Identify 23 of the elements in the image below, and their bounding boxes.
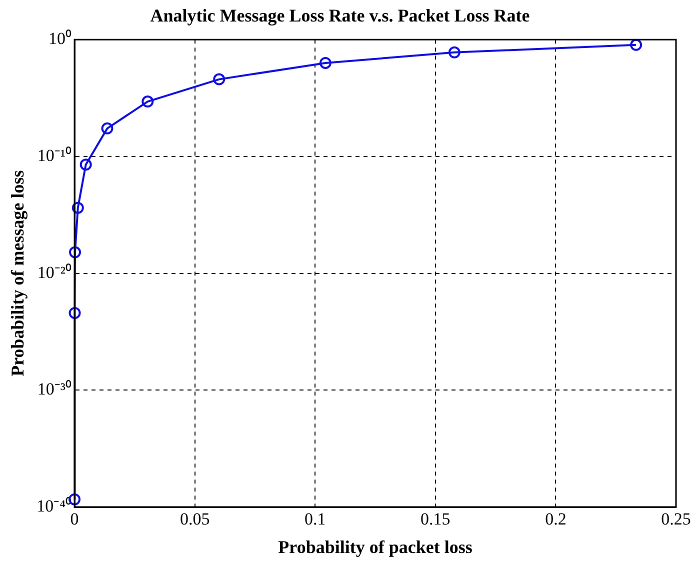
point <box>448 46 460 58</box>
x-tick-label: 0.1 <box>304 510 326 529</box>
chart-title: Analytic Message Loss Rate v.s. Packet Loss Rate <box>150 5 530 26</box>
point <box>142 96 154 108</box>
point <box>72 202 84 214</box>
y-tick-label: 10⁻¹⁰ <box>37 146 72 165</box>
x-tick-label: 0.2 <box>545 510 566 529</box>
point <box>69 246 82 258</box>
point <box>68 307 81 320</box>
y-axis-title: Probability of message loss <box>7 170 28 376</box>
x-tick-label: 0 <box>70 510 79 529</box>
y-tick-label: 10⁻³⁰ <box>37 380 72 399</box>
point <box>80 158 92 171</box>
point <box>319 56 332 69</box>
point <box>213 73 226 86</box>
x-tick-label: 0.15 <box>420 510 450 529</box>
y-tick-label: 10⁻²⁰ <box>37 262 72 282</box>
x-axis-title: Probability of packet loss <box>278 536 472 557</box>
y-tick-label: 10⁰ <box>48 29 72 48</box>
point <box>101 122 114 134</box>
point <box>630 38 642 51</box>
x-tick-label: 0.05 <box>180 510 210 529</box>
x-tick-label: 0.25 <box>661 510 691 529</box>
